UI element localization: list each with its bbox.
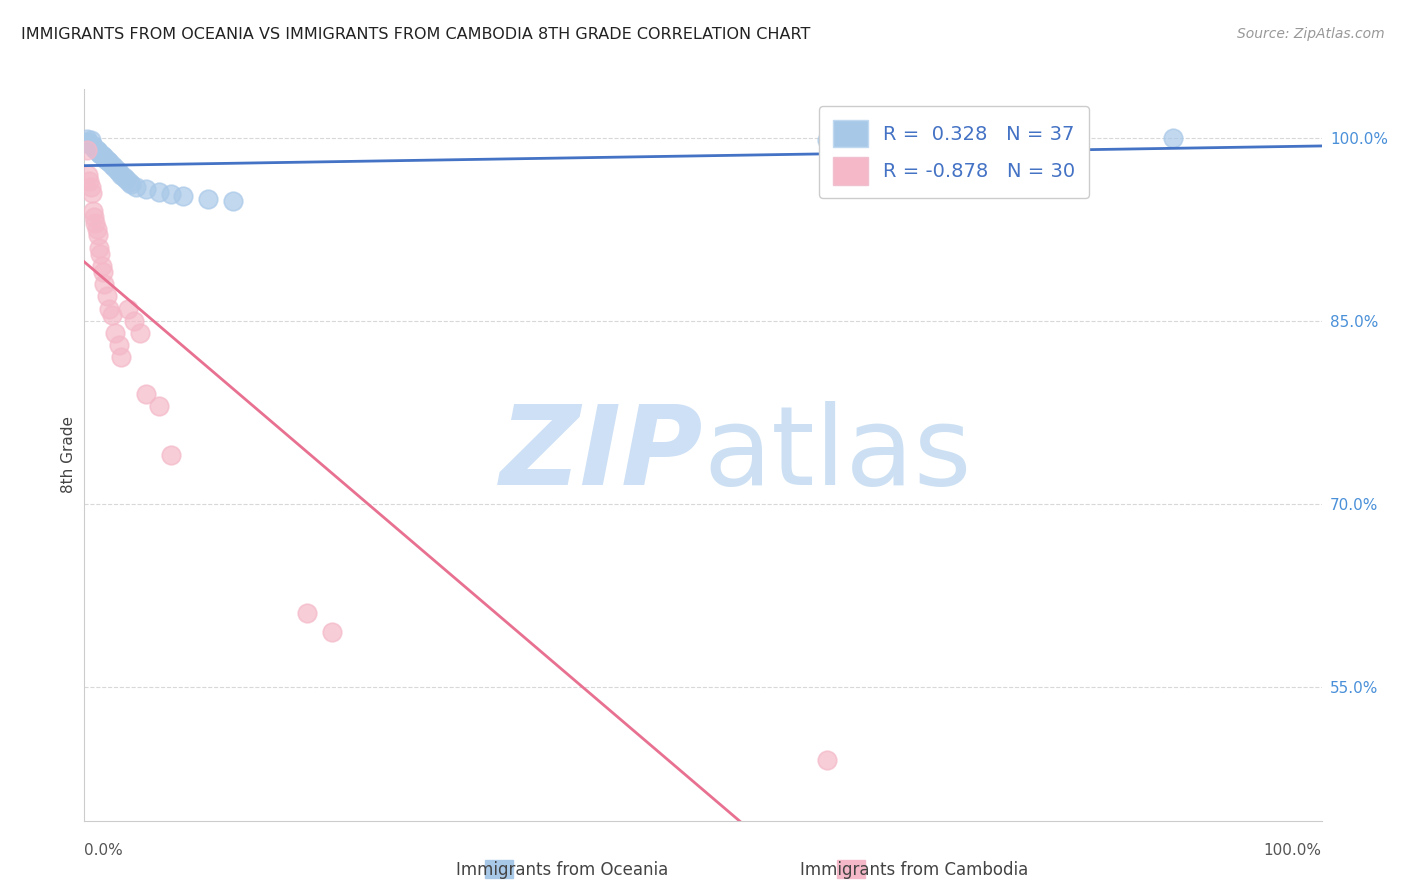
Point: [79, 133, 101, 147]
Point: [100, 308, 122, 322]
Point: [295, 607, 318, 621]
Point: [222, 194, 245, 209]
Point: [76, 143, 98, 157]
Point: [82, 204, 104, 219]
Point: [815, 753, 838, 767]
Point: [122, 314, 145, 328]
Point: [89, 241, 111, 255]
Point: [117, 301, 139, 316]
Point: [76, 132, 98, 146]
Point: [80, 138, 103, 153]
Point: [160, 187, 183, 202]
Point: [98, 155, 121, 169]
Point: [148, 399, 170, 413]
Y-axis label: 8th Grade: 8th Grade: [60, 417, 76, 493]
Text: Immigrants from Cambodia: Immigrants from Cambodia: [800, 861, 1028, 879]
Point: [120, 178, 142, 192]
Point: [125, 179, 148, 194]
Point: [83, 141, 105, 155]
Point: [77, 135, 100, 149]
Point: [91, 265, 114, 279]
Point: [112, 169, 135, 184]
Point: [110, 168, 132, 182]
Point: [108, 338, 131, 352]
Point: [79, 137, 101, 152]
Point: [115, 172, 138, 186]
Point: [82, 139, 104, 153]
Point: [86, 143, 108, 157]
Legend: R =  0.328   N = 37, R = -0.878   N = 30: R = 0.328 N = 37, R = -0.878 N = 30: [820, 106, 1090, 198]
Text: ZIP: ZIP: [499, 401, 703, 508]
Point: [91, 149, 114, 163]
Point: [86, 222, 108, 236]
Point: [94, 152, 117, 166]
Point: [105, 162, 128, 177]
Point: [90, 259, 112, 273]
Point: [96, 153, 118, 167]
Point: [321, 624, 343, 639]
Point: [89, 247, 111, 261]
Point: [98, 301, 121, 316]
Point: [148, 185, 170, 199]
Point: [87, 228, 110, 243]
Point: [80, 186, 103, 200]
Point: [84, 142, 107, 156]
Point: [129, 326, 152, 340]
Point: [110, 351, 132, 365]
Point: [90, 148, 112, 162]
Point: [77, 168, 100, 182]
Text: 0.0%: 0.0%: [84, 843, 124, 857]
Point: [135, 387, 157, 401]
Text: IMMIGRANTS FROM OCEANIA VS IMMIGRANTS FROM CAMBODIA 8TH GRADE CORRELATION CHART: IMMIGRANTS FROM OCEANIA VS IMMIGRANTS FR…: [21, 27, 810, 42]
Point: [103, 160, 125, 174]
Point: [100, 158, 122, 172]
Point: [108, 165, 131, 179]
Point: [104, 326, 127, 340]
Point: [79, 179, 101, 194]
Point: [160, 448, 183, 462]
Point: [79, 174, 101, 188]
Point: [135, 182, 157, 196]
Point: [84, 216, 107, 230]
Point: [93, 151, 115, 165]
Point: [197, 192, 219, 206]
Point: [815, 133, 838, 147]
Point: [118, 175, 141, 189]
Point: [1161, 131, 1184, 145]
Point: [96, 289, 118, 303]
Point: [172, 189, 194, 203]
Point: [83, 211, 105, 225]
Text: Immigrants from Oceania: Immigrants from Oceania: [457, 861, 668, 879]
Text: atlas: atlas: [703, 401, 972, 508]
Text: Source: ZipAtlas.com: Source: ZipAtlas.com: [1237, 27, 1385, 41]
Point: [89, 145, 111, 160]
Point: [89, 146, 111, 161]
Text: 100.0%: 100.0%: [1264, 843, 1322, 857]
Point: [93, 277, 115, 292]
Point: [97, 154, 120, 169]
Point: [87, 145, 110, 159]
